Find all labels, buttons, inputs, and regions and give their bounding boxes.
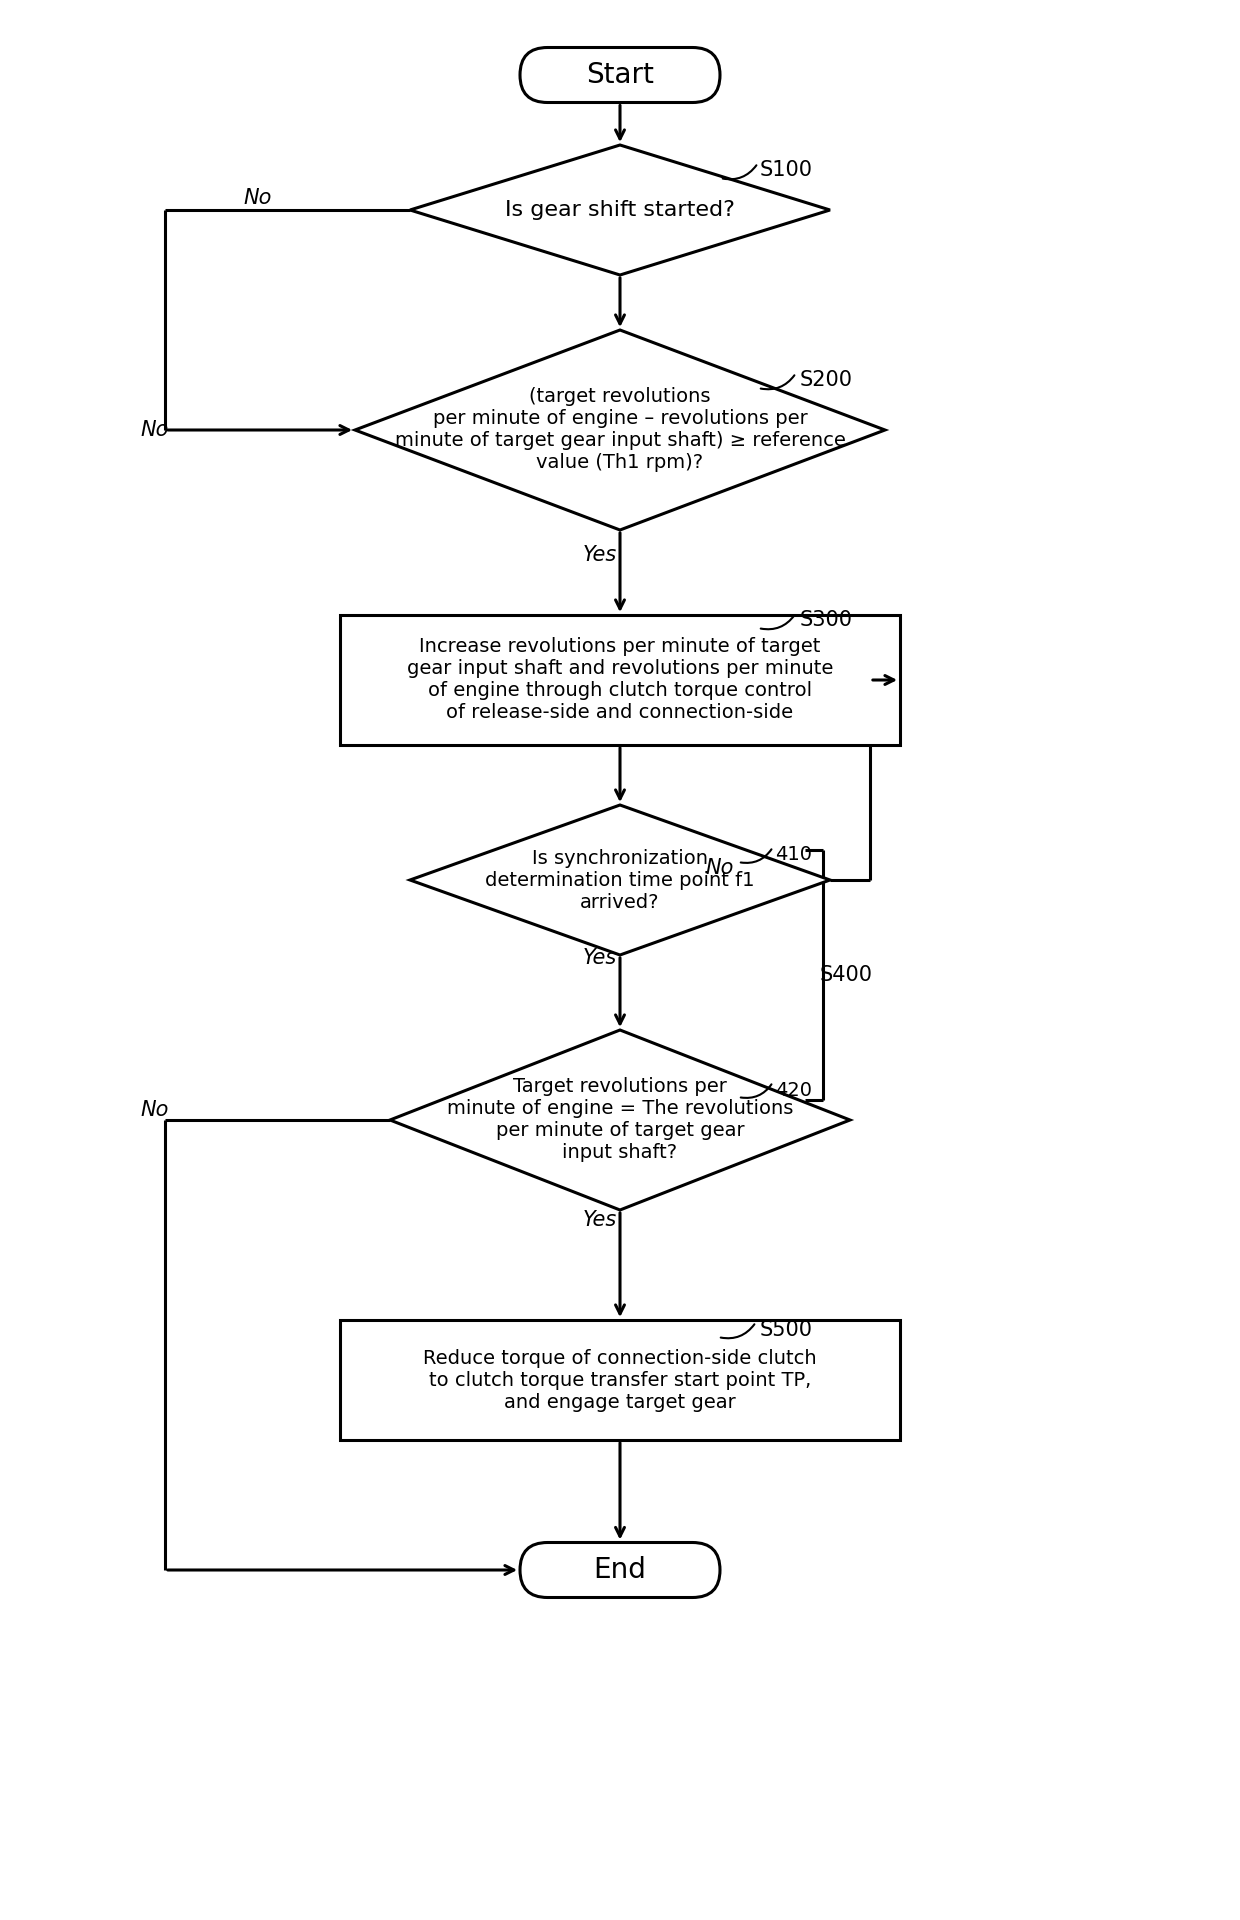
Text: S200: S200 — [800, 371, 853, 390]
Polygon shape — [410, 146, 830, 275]
Polygon shape — [410, 804, 830, 954]
Text: Increase revolutions per minute of target
gear input shaft and revolutions per m: Increase revolutions per minute of targe… — [407, 637, 833, 722]
Polygon shape — [391, 1029, 849, 1210]
Text: 410: 410 — [775, 845, 812, 864]
Text: 420: 420 — [775, 1081, 812, 1100]
Text: Is synchronization
determination time point f1
arrived?: Is synchronization determination time po… — [485, 849, 755, 912]
FancyBboxPatch shape — [520, 1542, 720, 1597]
Text: Is gear shift started?: Is gear shift started? — [505, 200, 735, 221]
Text: Start: Start — [587, 61, 653, 88]
Text: S100: S100 — [760, 159, 813, 180]
Text: End: End — [594, 1555, 646, 1584]
Text: Reduce torque of connection-side clutch
to clutch torque transfer start point TP: Reduce torque of connection-side clutch … — [423, 1348, 817, 1411]
Text: Yes: Yes — [583, 545, 618, 564]
Text: No: No — [141, 1100, 169, 1119]
Text: (target revolutions
per minute of engine – revolutions per
minute of target gear: (target revolutions per minute of engine… — [394, 388, 846, 472]
Polygon shape — [355, 330, 885, 530]
Text: Target revolutions per
minute of engine = The revolutions
per minute of target g: Target revolutions per minute of engine … — [446, 1077, 794, 1162]
Text: S500: S500 — [760, 1321, 813, 1340]
Text: Yes: Yes — [583, 948, 618, 968]
Text: S400: S400 — [820, 966, 873, 985]
Text: Yes: Yes — [583, 1210, 618, 1231]
Text: No: No — [706, 858, 734, 877]
Text: No: No — [141, 420, 169, 440]
Text: S300: S300 — [800, 611, 853, 630]
Bar — [340, 614, 900, 745]
Bar — [340, 1321, 900, 1440]
FancyBboxPatch shape — [520, 48, 720, 102]
Text: No: No — [244, 188, 273, 207]
